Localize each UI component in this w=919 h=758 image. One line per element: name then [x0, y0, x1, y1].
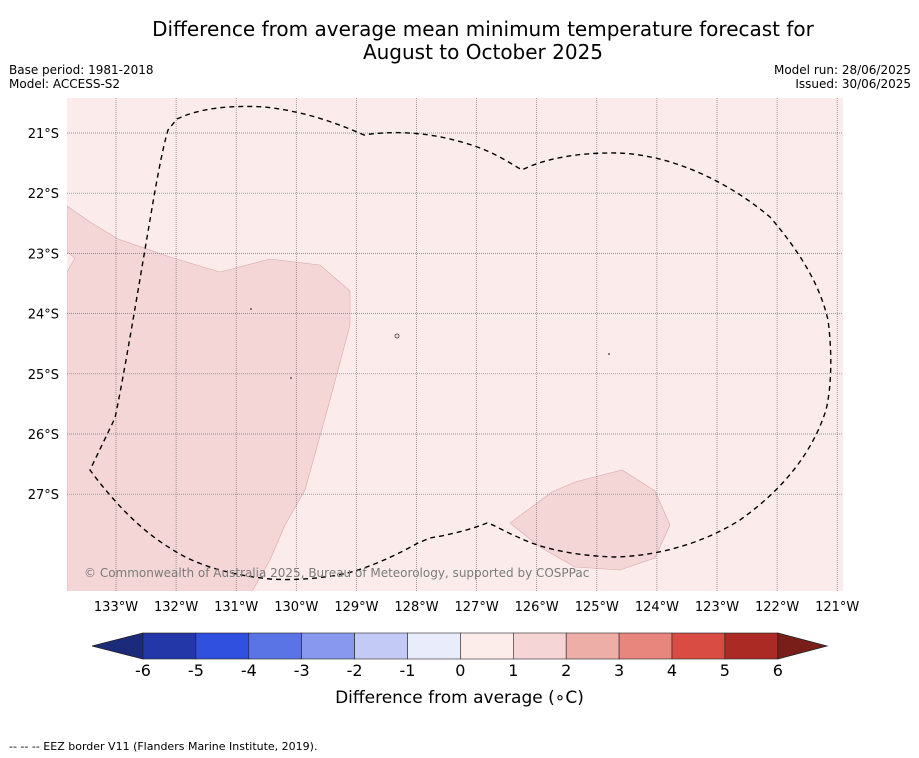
meta-right: Model run: 28/06/2025 Issued: 30/06/2025 [774, 63, 911, 91]
colorbar-tick-label: -1 [400, 661, 416, 680]
anomaly-regions [67, 205, 671, 591]
colorbar-bin [248, 632, 303, 660]
colorbar-tick-label: -6 [135, 661, 151, 680]
colorbar-bin [354, 632, 408, 660]
model-name: Model: ACCESS-S2 [9, 77, 121, 91]
latitude-label: 24°S [28, 308, 59, 323]
longitude-label: 126°W [515, 600, 559, 615]
title-line-1: Difference from average mean minimum tem… [152, 17, 814, 41]
anomaly-region-southeast [509, 469, 671, 571]
islands [250, 308, 610, 379]
longitude-label: 121°W [815, 600, 859, 615]
colorbar-extend-low [91, 632, 144, 660]
latitude-label: 22°S [28, 187, 59, 202]
colorbar-bin [724, 632, 779, 660]
latitude-labels: 21°S 22°S 23°S 24°S 25°S 26°S 27°S [28, 127, 59, 503]
colorbar-extend-high [777, 632, 829, 660]
longitude-label: 122°W [755, 600, 799, 615]
longitude-label: 131°W [214, 600, 258, 615]
longitude-label: 130°W [274, 600, 318, 615]
latitude-label: 26°S [28, 428, 59, 443]
colorbar-tick-label: -3 [294, 661, 310, 680]
colorbar-tick-label: 2 [561, 661, 571, 680]
colorbar-tick-label: -2 [347, 661, 363, 680]
model-run: Model run: 28/06/2025 [773, 63, 911, 77]
island-marker [250, 308, 252, 310]
longitude-label: 125°W [575, 600, 619, 615]
anomaly-region-west [67, 205, 351, 591]
latitude-label: 23°S [28, 247, 59, 262]
latitude-label: 27°S [28, 488, 59, 503]
longitude-label: 129°W [334, 600, 378, 615]
colorbar-tick-label: -4 [241, 661, 257, 680]
latitude-label: 21°S [28, 127, 59, 142]
colorbar-tick-label: -5 [188, 661, 204, 680]
colorbar-tick-label: 3 [614, 661, 624, 680]
colorbar-bin [301, 632, 355, 660]
base-period: Base period: 1981-2018 [9, 63, 154, 77]
colorbar: -6 -5 -4 -3 -2 -1 0 1 2 3 4 5 6 [91, 632, 829, 680]
longitude-label: 123°W [695, 600, 739, 615]
longitude-label: 128°W [394, 600, 438, 615]
eez-border [89, 105, 832, 581]
longitude-labels: 133°W 132°W 131°W 130°W 129°W 128°W 127°W 126°W… [94, 600, 860, 615]
colorbar-tick-label: 1 [508, 661, 518, 680]
colorbar-bin [142, 632, 197, 660]
colorbar-bin [407, 632, 461, 660]
colorbar-tick-label: 4 [667, 661, 677, 680]
colorbar-bin [565, 632, 620, 660]
island-marker [290, 377, 292, 379]
colorbar-bin [671, 632, 726, 660]
meta-left: Base period: 1981-2018 Model: ACCESS-S2 [9, 63, 154, 91]
island-marker [394, 333, 400, 339]
island-marker [608, 353, 610, 355]
colorbar-bin [512, 632, 567, 660]
longitude-label: 127°W [455, 600, 499, 615]
longitude-label: 133°W [94, 600, 138, 615]
title-line-2: August to October 2025 [362, 40, 604, 64]
colorbar-tick-label: 5 [720, 661, 730, 680]
longitude-label: 124°W [635, 600, 679, 615]
colorbar-bin [460, 632, 514, 660]
latitude-label: 25°S [28, 368, 59, 383]
longitude-label: 132°W [154, 600, 198, 615]
issued-date: Issued: 30/06/2025 [795, 77, 911, 91]
colorbar-tick-label: 6 [773, 661, 783, 680]
copyright-notice: © Commonwealth of Australia 2025, Bureau… [84, 566, 589, 580]
colorbar-bin [195, 632, 250, 660]
colorbar-tick-label: 0 [455, 661, 465, 680]
colorbar-title: Difference from average (∘C) [335, 688, 584, 708]
graticule [67, 98, 843, 591]
colorbar-bin [618, 632, 673, 660]
footnote: -- -- -- EEZ border V11 (Flanders Marine… [9, 740, 318, 753]
chart-title: Difference from average mean minimum tem… [0, 18, 919, 64]
